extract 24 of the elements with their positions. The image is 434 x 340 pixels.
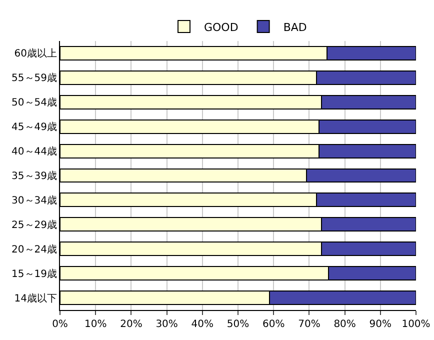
x-tick-label: 90% — [369, 319, 392, 330]
y-tick-label: 15～19歳 — [12, 268, 57, 280]
x-tick-label: 20% — [120, 319, 142, 330]
y-tick-label: 60歳以上 — [14, 48, 57, 60]
x-tick-label: 0% — [52, 319, 68, 330]
y-tick-label: 35～39歳 — [12, 170, 57, 182]
y-tick-label: 20～24歳 — [12, 243, 57, 256]
x-tick-label: 40% — [191, 319, 214, 330]
x-tick-label: 60% — [262, 319, 285, 330]
x-tick-label: 10% — [84, 319, 107, 330]
y-tick-label: 25～29歳 — [12, 218, 57, 231]
y-tick-label: 40～44歳 — [12, 146, 57, 158]
y-tick-label: 55～59歳 — [12, 72, 57, 84]
x-tick-label: 70% — [298, 319, 320, 330]
x-tick-label: 30% — [156, 319, 178, 330]
legend-label: BAD — [283, 20, 307, 34]
y-tick-label: 14歳以下 — [14, 292, 57, 304]
x-tick-label: 50% — [226, 319, 250, 330]
y-tick-label: 50～54歳 — [12, 96, 57, 109]
y-tick-label: 45～49歳 — [12, 121, 57, 134]
x-tick-label: 80% — [334, 319, 356, 330]
x-tick-label: 100% — [402, 319, 430, 330]
legend-label: GOOD — [204, 20, 238, 34]
y-tick-label: 30～34歳 — [12, 194, 57, 206]
